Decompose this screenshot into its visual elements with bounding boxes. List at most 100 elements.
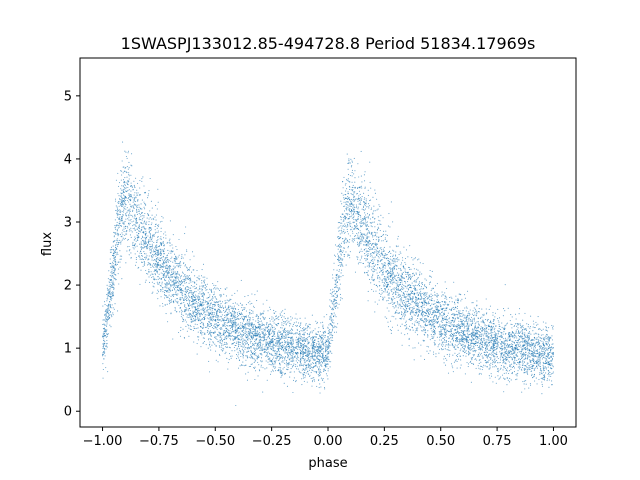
scatter-point xyxy=(275,358,278,360)
scatter-point xyxy=(177,286,179,288)
scatter-point xyxy=(415,303,417,305)
scatter-point xyxy=(446,322,448,324)
scatter-point xyxy=(388,212,390,215)
scatter-point xyxy=(418,321,420,323)
scatter-point xyxy=(457,358,460,360)
scatter-point xyxy=(520,335,522,337)
scatter-point xyxy=(499,357,501,359)
scatter-point xyxy=(458,340,461,342)
scatter-point xyxy=(226,299,228,301)
scatter-point xyxy=(484,324,486,326)
scatter-point xyxy=(325,360,327,362)
scatter-point xyxy=(463,317,465,319)
scatter-point xyxy=(149,236,152,238)
scatter-point xyxy=(129,200,131,202)
scatter-point xyxy=(311,330,313,332)
scatter-point xyxy=(417,313,420,316)
scatter-point xyxy=(482,320,484,322)
scatter-point xyxy=(494,341,496,343)
scatter-point xyxy=(300,336,302,338)
scatter-point xyxy=(236,303,238,305)
scatter-point xyxy=(202,286,204,288)
scatter-point xyxy=(401,281,403,283)
scatter-point xyxy=(154,216,156,218)
scatter-point xyxy=(441,316,443,318)
scatter-point xyxy=(242,329,244,331)
scatter-point xyxy=(295,347,297,350)
scatter-point xyxy=(482,329,484,331)
scatter-point xyxy=(138,206,140,208)
scatter-point xyxy=(353,218,355,220)
scatter-point xyxy=(282,368,284,370)
scatter-point xyxy=(308,347,310,349)
scatter-point xyxy=(197,336,199,338)
scatter-point xyxy=(248,321,250,323)
scatter-point xyxy=(382,217,384,219)
scatter-point xyxy=(187,288,189,290)
scatter-point xyxy=(407,289,410,291)
scatter-point xyxy=(251,331,253,333)
scatter-point xyxy=(295,313,297,315)
scatter-point xyxy=(221,344,223,346)
scatter-point xyxy=(182,328,184,330)
scatter-point xyxy=(149,249,151,251)
scatter-point xyxy=(349,188,351,191)
scatter-point xyxy=(327,345,329,347)
scatter-point xyxy=(425,319,427,322)
scatter-point xyxy=(485,353,488,356)
scatter-point xyxy=(388,294,390,296)
scatter-point xyxy=(345,201,347,203)
scatter-point xyxy=(249,347,251,349)
scatter-point xyxy=(241,307,243,309)
scatter-point xyxy=(161,263,163,265)
scatter-point xyxy=(355,206,358,208)
scatter-point xyxy=(517,370,519,372)
scatter-point xyxy=(279,333,282,335)
scatter-point xyxy=(520,353,522,355)
scatter-point xyxy=(355,207,357,209)
scatter-point xyxy=(236,312,238,314)
scatter-point xyxy=(235,344,237,347)
scatter-point xyxy=(460,334,462,336)
scatter-point xyxy=(471,357,474,359)
scatter-point xyxy=(105,314,107,316)
scatter-point xyxy=(136,228,138,230)
scatter-point xyxy=(393,289,395,291)
scatter-point xyxy=(552,365,554,367)
scatter-point xyxy=(339,293,341,295)
scatter-point xyxy=(444,303,446,305)
scatter-point xyxy=(120,192,122,194)
scatter-point xyxy=(389,271,391,273)
scatter-point xyxy=(364,271,366,274)
scatter-point xyxy=(329,345,331,348)
scatter-point xyxy=(215,316,217,318)
scatter-point xyxy=(226,357,228,360)
scatter-point xyxy=(103,340,105,342)
scatter-point xyxy=(281,375,283,377)
scatter-point xyxy=(539,357,541,359)
scatter-point xyxy=(125,215,127,217)
scatter-point xyxy=(552,343,554,345)
scatter-point xyxy=(345,203,348,205)
scatter-point xyxy=(421,310,423,312)
scatter-point xyxy=(187,316,189,319)
scatter-point xyxy=(334,286,336,289)
scatter-point xyxy=(117,200,119,203)
scatter-point xyxy=(303,360,305,362)
scatter-point xyxy=(283,343,285,346)
scatter-point xyxy=(257,343,259,345)
scatter-point xyxy=(199,291,201,293)
scatter-point xyxy=(484,365,486,367)
scatter-point xyxy=(210,289,212,291)
scatter-point xyxy=(247,339,249,341)
scatter-point xyxy=(343,176,345,178)
scatter-point xyxy=(266,355,268,357)
scatter-point xyxy=(319,392,321,394)
scatter-point xyxy=(192,310,194,312)
scatter-point xyxy=(267,329,269,331)
scatter-point xyxy=(494,360,496,362)
scatter-point xyxy=(337,323,339,325)
scatter-point xyxy=(275,342,277,345)
scatter-point xyxy=(210,291,213,293)
scatter-point xyxy=(235,337,237,339)
